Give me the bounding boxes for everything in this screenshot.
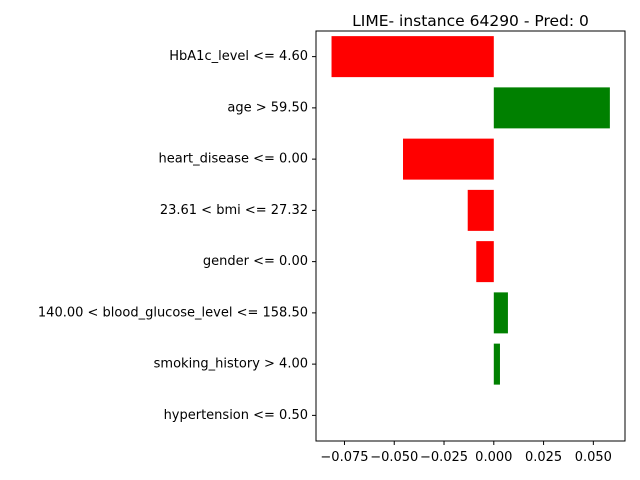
bars [331, 36, 610, 385]
y-tick-label: 23.61 < bmi <= 27.32 [160, 203, 308, 218]
x-tick-label: −0.050 [370, 450, 418, 465]
x-tick-label: 0.050 [575, 450, 612, 465]
bar-6 [493, 343, 500, 385]
chart-title: LIME- instance 64290 - Pred: 0 [352, 12, 589, 30]
y-tick-label: gender <= 0.00 [203, 254, 308, 269]
x-tick-label: 0.025 [525, 450, 562, 465]
y-tick-label: hypertension <= 0.50 [164, 408, 308, 423]
x-tick-label: −0.025 [420, 450, 468, 465]
bar-0 [331, 36, 494, 78]
x-tick-label: 0.000 [475, 450, 512, 465]
y-tick-label: HbA1c_level <= 4.60 [169, 49, 308, 64]
y-tick-label: age > 59.50 [227, 100, 308, 115]
y-axis-ticks: HbA1c_level <= 4.60 age > 59.50 heart_dise… [38, 49, 316, 423]
y-tick-label: smoking_history > 4.00 [154, 357, 308, 372]
plot-frame [315, 30, 626, 442]
bar-5 [493, 292, 508, 334]
x-tick-label: −0.075 [320, 450, 368, 465]
bar-4 [476, 241, 494, 283]
bar-2 [403, 138, 494, 180]
bar-3 [467, 189, 494, 231]
y-tick-label: 140.00 < blood_glucose_level <= 158.50 [38, 305, 308, 320]
y-tick-label: heart_disease <= 0.00 [158, 152, 308, 167]
x-axis-ticks: −0.075 −0.050 −0.025 0.000 0.025 0.050 [320, 441, 612, 465]
bar-1 [493, 87, 610, 129]
